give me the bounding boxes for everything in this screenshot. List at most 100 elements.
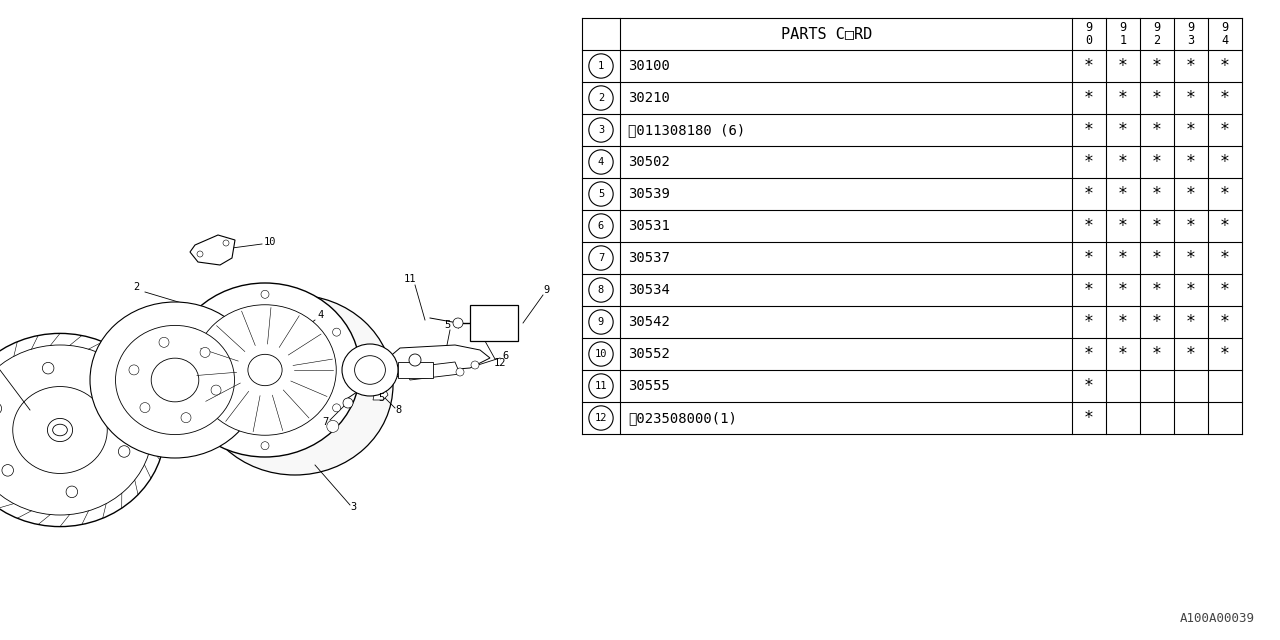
Ellipse shape: [197, 295, 393, 475]
Text: *: *: [1152, 185, 1162, 203]
Text: Ⓑ011308180 (6): Ⓑ011308180 (6): [628, 123, 745, 137]
Circle shape: [471, 361, 479, 369]
Circle shape: [159, 337, 169, 348]
Text: *: *: [1117, 185, 1128, 203]
Ellipse shape: [151, 358, 198, 402]
Text: 9
1: 9 1: [1120, 21, 1126, 47]
Circle shape: [197, 251, 204, 257]
Text: 1: 1: [598, 61, 604, 71]
Text: *: *: [1220, 57, 1230, 75]
Text: 8: 8: [598, 285, 604, 295]
Text: *: *: [1187, 89, 1196, 107]
Text: *: *: [1187, 153, 1196, 171]
Text: 12: 12: [595, 413, 607, 423]
Text: *: *: [1220, 313, 1230, 331]
Ellipse shape: [170, 283, 360, 457]
Text: *: *: [1117, 153, 1128, 171]
Text: PARTS C□RD: PARTS C□RD: [781, 26, 873, 42]
Text: 30100: 30100: [628, 59, 669, 73]
Circle shape: [189, 404, 197, 412]
Circle shape: [333, 328, 340, 336]
Text: 30555: 30555: [628, 379, 669, 393]
Text: *: *: [1117, 281, 1128, 299]
Circle shape: [333, 404, 340, 412]
Ellipse shape: [342, 344, 398, 396]
Circle shape: [189, 328, 197, 336]
Circle shape: [200, 348, 210, 357]
Text: 12: 12: [494, 358, 507, 368]
Text: *: *: [1084, 121, 1094, 139]
Text: 30502: 30502: [628, 155, 669, 169]
Text: *: *: [1117, 121, 1128, 139]
Text: *: *: [1084, 217, 1094, 235]
Text: *: *: [1084, 249, 1094, 267]
Text: 9
3: 9 3: [1188, 21, 1194, 47]
Circle shape: [223, 240, 229, 246]
Circle shape: [343, 398, 353, 408]
Text: *: *: [1187, 57, 1196, 75]
Text: 2: 2: [598, 93, 604, 103]
Circle shape: [234, 360, 246, 372]
Text: 30534: 30534: [628, 283, 669, 297]
Text: *: *: [1084, 345, 1094, 363]
Circle shape: [300, 326, 311, 338]
Ellipse shape: [0, 345, 152, 515]
Text: 3: 3: [349, 502, 356, 512]
Text: 9
4: 9 4: [1221, 21, 1229, 47]
Circle shape: [211, 385, 221, 395]
Ellipse shape: [13, 387, 108, 474]
Text: *: *: [1152, 121, 1162, 139]
Ellipse shape: [90, 302, 260, 458]
Ellipse shape: [52, 424, 68, 436]
Text: 30552: 30552: [628, 347, 669, 361]
Circle shape: [42, 362, 54, 374]
Circle shape: [251, 420, 264, 433]
Text: 8: 8: [396, 405, 401, 415]
Text: Ⓝ023508000(1): Ⓝ023508000(1): [628, 411, 737, 425]
Circle shape: [129, 365, 140, 375]
Text: *: *: [1152, 89, 1162, 107]
Text: 3: 3: [598, 125, 604, 135]
Text: A100A00039: A100A00039: [1180, 612, 1254, 625]
Text: *: *: [1220, 121, 1230, 139]
Circle shape: [453, 318, 463, 328]
Text: *: *: [1084, 57, 1094, 75]
Text: *: *: [1187, 281, 1196, 299]
Text: *: *: [1084, 377, 1094, 395]
Circle shape: [106, 384, 118, 396]
Text: 9
0: 9 0: [1085, 21, 1093, 47]
Text: *: *: [1152, 313, 1162, 331]
Text: *: *: [1117, 57, 1128, 75]
Text: 7: 7: [323, 417, 328, 427]
Text: 4: 4: [317, 310, 324, 320]
Text: 30537: 30537: [628, 251, 669, 265]
Text: 9: 9: [543, 285, 549, 295]
Text: *: *: [1220, 249, 1230, 267]
Circle shape: [0, 403, 1, 414]
Ellipse shape: [0, 333, 165, 527]
Text: 6: 6: [502, 351, 508, 361]
Text: *: *: [1084, 89, 1094, 107]
Text: *: *: [1187, 313, 1196, 331]
Polygon shape: [372, 388, 388, 400]
Circle shape: [261, 291, 269, 298]
Text: 5: 5: [444, 320, 451, 330]
Text: *: *: [1220, 89, 1230, 107]
Polygon shape: [404, 362, 460, 380]
Text: *: *: [1152, 281, 1162, 299]
Text: *: *: [1117, 217, 1128, 235]
Text: *: *: [1117, 89, 1128, 107]
Text: *: *: [1220, 153, 1230, 171]
Text: 11: 11: [595, 381, 607, 391]
Polygon shape: [380, 345, 490, 378]
Ellipse shape: [193, 305, 337, 435]
Circle shape: [261, 442, 269, 450]
Circle shape: [326, 420, 339, 433]
Circle shape: [456, 368, 465, 376]
Text: 6: 6: [598, 221, 604, 231]
Text: *: *: [1117, 313, 1128, 331]
Text: 30531: 30531: [628, 219, 669, 233]
Text: 4: 4: [598, 157, 604, 167]
Text: 10: 10: [264, 237, 276, 247]
Ellipse shape: [355, 356, 385, 384]
